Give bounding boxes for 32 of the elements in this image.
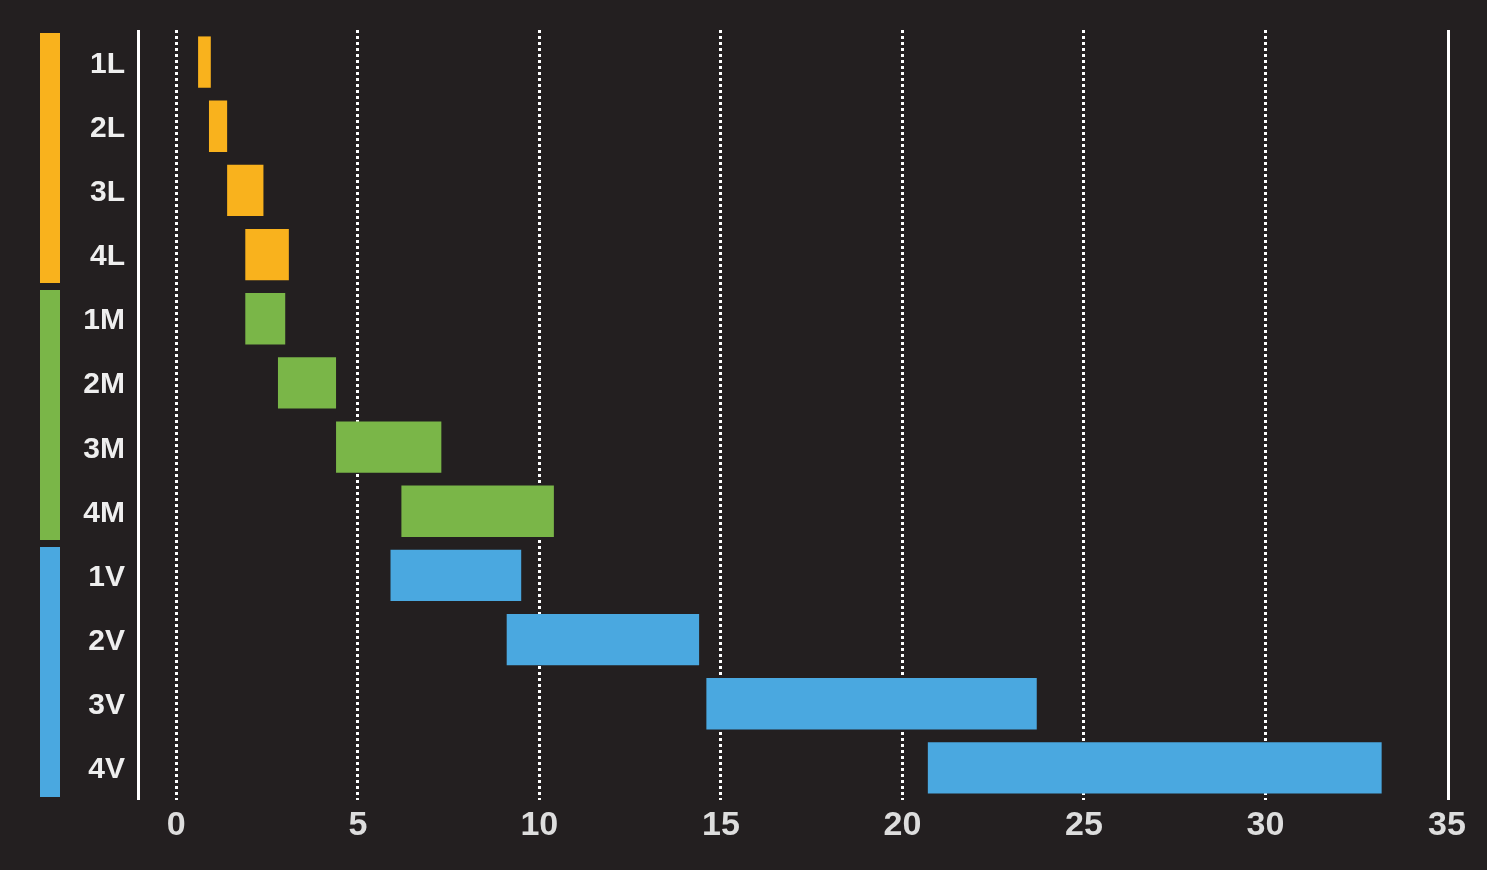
x-tick-label: 10 [520, 804, 559, 842]
x-tick-label: 35 [1428, 804, 1466, 842]
y-tick-label: 4M [83, 494, 125, 528]
y-tick-label: 2L [89, 109, 125, 143]
y-tick-label: 3L [89, 173, 125, 207]
bar [198, 36, 211, 88]
x-tick-label: 25 [1065, 804, 1103, 842]
bar [927, 742, 1382, 794]
bar [506, 613, 700, 666]
y-tick-label: 3V [88, 687, 125, 721]
y-tick-label: 1L [89, 45, 125, 79]
y-tick-label: 2V [88, 623, 125, 657]
x-tick-label: 0 [166, 804, 186, 842]
bar [227, 164, 264, 217]
y-tick-label: 2M [83, 366, 125, 400]
bar [401, 485, 554, 537]
bar [390, 549, 522, 602]
x-tick-label: 20 [883, 804, 922, 842]
x-tick-label: 30 [1246, 804, 1285, 842]
bar [706, 678, 1037, 730]
bar [245, 293, 286, 345]
bar [245, 228, 289, 281]
y-tick-label: 4V [88, 751, 125, 785]
y-tick-label: 3M [83, 430, 125, 464]
y-tick-label: 1V [88, 558, 125, 592]
bar [277, 357, 337, 409]
y-tick-label: 4L [89, 238, 125, 272]
bar [336, 421, 442, 473]
bar [208, 100, 228, 152]
y-tick-label: 1M [83, 302, 125, 336]
x-tick-label: 15 [701, 804, 740, 842]
x-tick-label: 5 [348, 804, 368, 842]
